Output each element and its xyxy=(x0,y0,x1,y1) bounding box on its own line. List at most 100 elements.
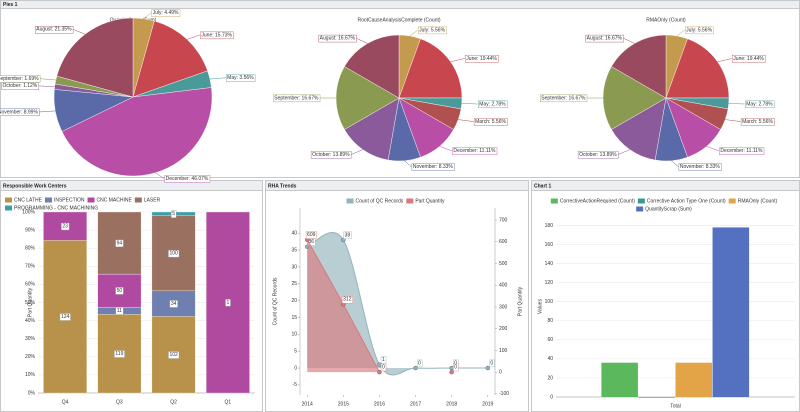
data-label: May: 3.56% xyxy=(227,75,254,81)
label-box xyxy=(169,300,178,308)
legend-label: Part Quantity xyxy=(415,198,445,204)
label-box xyxy=(225,74,256,82)
data-label: 34 xyxy=(171,301,177,307)
y-tick-label: 100 xyxy=(545,299,554,305)
label-box xyxy=(684,26,714,35)
label-box xyxy=(273,94,321,103)
data-label: August: 16.67% xyxy=(587,36,623,42)
leader-line xyxy=(461,103,478,105)
data-label: August: 21.35% xyxy=(36,27,72,33)
data-label: 1 xyxy=(382,357,385,363)
legend-label: INSPECTION xyxy=(54,197,85,203)
panel-title: Chart 1 xyxy=(534,183,551,189)
pie-slice xyxy=(335,66,400,130)
label-box xyxy=(540,94,588,103)
data-label: 100 xyxy=(169,251,178,257)
data-label: 312 xyxy=(343,297,352,303)
label-box xyxy=(465,55,499,63)
leader-line xyxy=(209,77,226,80)
legend-swatch xyxy=(134,197,142,203)
data-label: 5 xyxy=(172,211,175,217)
data-label: 94 xyxy=(117,240,123,246)
label-box xyxy=(719,147,765,155)
y-tick-label: 180 xyxy=(545,223,554,229)
data-label: 36 xyxy=(308,239,314,245)
data-label: December: 46.07% xyxy=(166,176,209,182)
label-box xyxy=(585,34,624,43)
y-tick-label: 20 xyxy=(547,375,553,381)
y-tick-label: 5 xyxy=(294,349,297,355)
leader-line xyxy=(351,149,363,155)
label-box xyxy=(318,34,357,43)
data-label: 119 xyxy=(115,351,123,357)
y-tick-label: 40 xyxy=(291,231,297,237)
x-tick-label: Q4 xyxy=(62,399,69,405)
data-label: October: 13.89% xyxy=(579,152,617,158)
pie-slice xyxy=(132,20,208,98)
panel xyxy=(531,180,800,412)
leader-line xyxy=(72,29,86,35)
legend-swatch xyxy=(346,198,354,204)
data-label: 0 xyxy=(418,360,421,366)
panel-header xyxy=(0,0,800,9)
label-box xyxy=(678,163,722,171)
legend-label: Corrective Action Type One (Count) xyxy=(647,198,726,204)
y-tick-label: 0 xyxy=(499,369,502,375)
label-box xyxy=(577,151,619,159)
data-label: 11 xyxy=(117,308,122,314)
y-tick-label: 35 xyxy=(291,247,297,253)
leader-line xyxy=(706,146,720,152)
label-box xyxy=(473,118,508,126)
y-tick-label: 400 xyxy=(499,283,508,289)
leader-line xyxy=(623,38,635,44)
y-tick-label: 120 xyxy=(545,280,554,286)
y-tick-label: 30 xyxy=(291,264,297,270)
legend-swatch xyxy=(406,198,414,204)
data-label: 0 xyxy=(382,364,385,370)
label-box xyxy=(310,151,352,159)
label-box xyxy=(0,75,41,83)
y-tick-label: 0 xyxy=(550,394,553,400)
x-tick-label: 2016 xyxy=(374,401,385,407)
leader-line xyxy=(155,172,165,179)
y-tick-label: 60% xyxy=(25,282,36,288)
x-tick-label: 2019 xyxy=(482,401,493,407)
legend-label: QuantityScrap (Sum) xyxy=(645,206,692,212)
y-tick-label: 200 xyxy=(499,326,508,332)
label-box xyxy=(478,100,508,109)
panel-header xyxy=(531,180,800,191)
label-box xyxy=(168,249,180,258)
y-tick-label: 140 xyxy=(545,261,554,267)
label-box xyxy=(452,147,498,155)
y-tick-label: 15 xyxy=(291,315,297,321)
data-label: July: 5.56% xyxy=(419,27,445,33)
panel-title: RHA Trends xyxy=(268,183,297,189)
data-label: July: 4.49% xyxy=(153,10,179,16)
legend-label: CorrectiveActionRequired (Count) xyxy=(560,198,635,204)
data-label: November: 8.33% xyxy=(680,164,721,170)
leader-line xyxy=(409,29,418,37)
leader-line xyxy=(439,146,453,152)
y-tick-label: 80% xyxy=(25,246,36,252)
data-label: September: 16.67% xyxy=(541,95,586,101)
legend-swatch xyxy=(5,197,12,203)
marker xyxy=(449,365,454,371)
label-box xyxy=(61,222,70,231)
leader-line xyxy=(404,160,412,167)
panel-title: Responsible Work Centers xyxy=(3,183,67,189)
panel-title: Pies 1 xyxy=(3,2,18,8)
label-box xyxy=(380,356,387,364)
data-label: March: 5.56% xyxy=(475,119,506,125)
label-box xyxy=(489,359,495,368)
legend-swatch xyxy=(87,197,95,203)
label-box xyxy=(171,210,177,218)
pie-slice xyxy=(61,87,213,177)
label-box xyxy=(341,295,353,304)
data-label: March: 5.56% xyxy=(742,119,773,125)
data-label: June: 19.44% xyxy=(733,56,764,62)
y-tick-label: 10 xyxy=(291,332,297,338)
data-label: 23 xyxy=(62,223,68,229)
label-box xyxy=(745,100,775,109)
data-label: 38 xyxy=(345,232,351,238)
